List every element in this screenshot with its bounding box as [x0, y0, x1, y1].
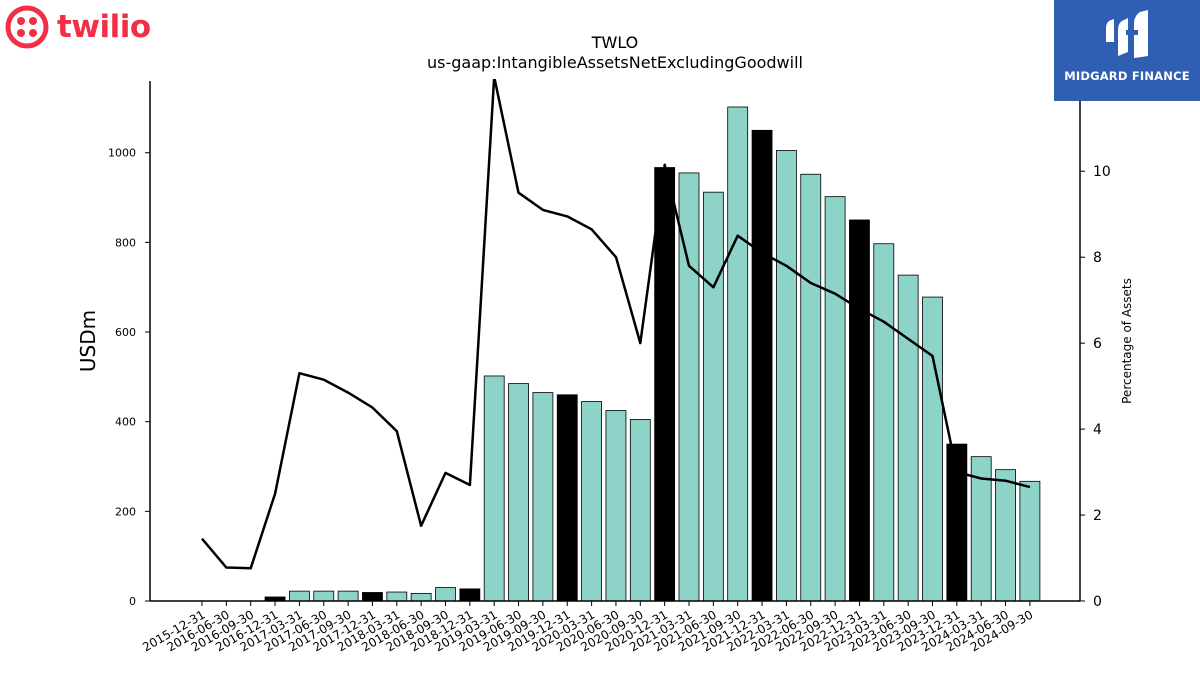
bar — [702, 191, 724, 602]
y-axis-label-right: Percentage of Assets — [1120, 278, 1134, 404]
bar — [288, 590, 310, 602]
bar — [995, 469, 1016, 602]
bar — [605, 410, 627, 602]
bar — [800, 173, 822, 602]
left-tick-label: 0 — [129, 595, 136, 608]
chart-subtitle: us-gaap:IntangibleAssetsNetExcludingGood… — [427, 53, 803, 72]
twilio-logo-icon — [5, 5, 49, 49]
bar — [751, 129, 773, 602]
left-tick-label: 600 — [115, 326, 136, 339]
twilio-logo: twilio — [5, 5, 151, 49]
midgard-finance-logo: MIDGARD FINANCE — [1054, 0, 1200, 101]
bar — [654, 167, 676, 602]
right-tick-label: 4 — [1093, 422, 1102, 438]
y-axis-label-left: USDm — [76, 310, 100, 372]
twilio-wordmark: twilio — [57, 9, 151, 45]
right-tick-label: 8 — [1093, 250, 1102, 266]
left-tick-label: 800 — [115, 236, 136, 249]
plot-top-mask — [148, 41, 1082, 79]
bar — [532, 392, 554, 602]
right-tick-label: 10 — [1093, 164, 1111, 180]
bar — [849, 219, 870, 602]
bar — [727, 106, 749, 602]
bar — [459, 588, 481, 602]
chart-title: TWLO — [591, 33, 639, 52]
left-tick-label: 1000 — [108, 147, 136, 160]
bar — [1019, 480, 1041, 602]
bar — [897, 274, 919, 602]
bar — [508, 383, 529, 602]
midgard-logo-icon — [1106, 10, 1148, 58]
bar — [629, 419, 651, 602]
bar — [313, 590, 335, 602]
bar — [776, 150, 797, 602]
bar — [922, 296, 943, 602]
bar — [581, 401, 602, 602]
bar — [410, 592, 432, 602]
bar — [873, 243, 895, 602]
right-tick-label: 0 — [1093, 594, 1102, 610]
bar — [435, 587, 456, 602]
left-tick-label: 400 — [115, 416, 136, 429]
right-tick-label: 2 — [1093, 508, 1102, 524]
bar — [337, 590, 359, 602]
bar — [483, 375, 505, 602]
left-tick-label: 200 — [115, 505, 136, 518]
right-tick-label: 6 — [1093, 336, 1102, 352]
bar — [362, 592, 383, 602]
percentage-line — [201, 75, 1031, 570]
bar — [824, 196, 846, 602]
bar — [386, 591, 408, 602]
bar — [556, 394, 578, 602]
midgard-wordmark: MIDGARD FINANCE — [1064, 69, 1190, 83]
